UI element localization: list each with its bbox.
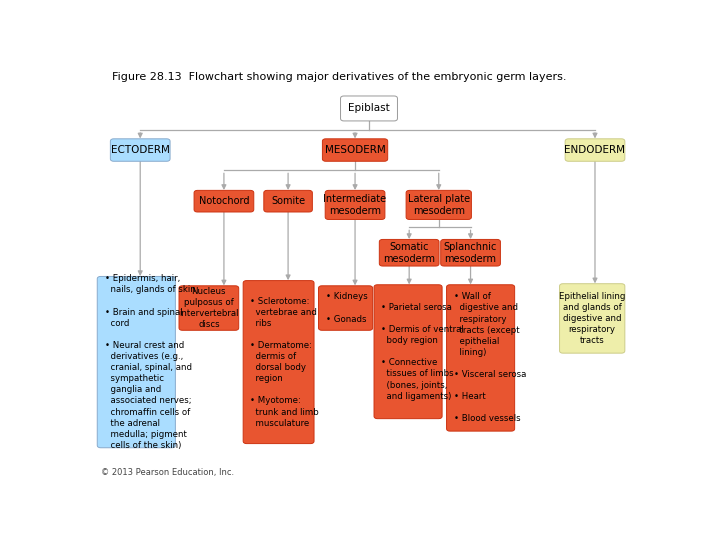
Text: Somatic
mesoderm: Somatic mesoderm bbox=[383, 241, 435, 264]
FancyBboxPatch shape bbox=[243, 281, 314, 443]
FancyBboxPatch shape bbox=[441, 239, 500, 266]
Text: • Wall of
  digestive and
  respiratory
  tracts (except
  epithelial
  lining)
: • Wall of digestive and respiratory trac… bbox=[454, 292, 526, 423]
Text: • Kidneys

• Gonads: • Kidneys • Gonads bbox=[325, 293, 367, 323]
FancyBboxPatch shape bbox=[374, 285, 442, 418]
FancyBboxPatch shape bbox=[559, 284, 625, 353]
FancyBboxPatch shape bbox=[194, 191, 253, 212]
FancyBboxPatch shape bbox=[379, 239, 439, 266]
FancyBboxPatch shape bbox=[446, 285, 515, 431]
Text: • Epidermis, hair,
  nails, glands of skin

• Brain and spinal
  cord

• Neural : • Epidermis, hair, nails, glands of skin… bbox=[104, 274, 195, 450]
Text: MESODERM: MESODERM bbox=[325, 145, 385, 155]
Text: • Parietal serosa

• Dermis of ventral
  body region

• Connective
  tissues of : • Parietal serosa • Dermis of ventral bo… bbox=[382, 303, 464, 401]
Text: Notochord: Notochord bbox=[199, 196, 249, 206]
FancyBboxPatch shape bbox=[97, 276, 176, 448]
Text: Somite: Somite bbox=[271, 196, 305, 206]
FancyBboxPatch shape bbox=[565, 139, 625, 161]
FancyBboxPatch shape bbox=[179, 286, 239, 330]
FancyBboxPatch shape bbox=[323, 139, 387, 161]
FancyBboxPatch shape bbox=[325, 191, 385, 219]
Text: • Sclerotome:
  vertebrae and
  ribs

• Dermatome:
  dermis of
  dorsal body
  r: • Sclerotome: vertebrae and ribs • Derma… bbox=[251, 296, 319, 428]
FancyBboxPatch shape bbox=[110, 139, 170, 161]
Text: Splanchnic
mesoderm: Splanchnic mesoderm bbox=[444, 241, 498, 264]
Text: © 2013 Pearson Education, Inc.: © 2013 Pearson Education, Inc. bbox=[101, 468, 234, 477]
Text: ECTODERM: ECTODERM bbox=[111, 145, 170, 155]
Text: Figure 28.13  Flowchart showing major derivatives of the embryonic germ layers.: Figure 28.13 Flowchart showing major der… bbox=[112, 72, 567, 82]
FancyBboxPatch shape bbox=[406, 191, 472, 219]
Text: Epithelial lining
and glands of
digestive and
respiratory
tracts: Epithelial lining and glands of digestiv… bbox=[559, 292, 626, 345]
FancyBboxPatch shape bbox=[341, 96, 397, 121]
Text: Lateral plate
mesoderm: Lateral plate mesoderm bbox=[408, 194, 470, 216]
Text: Intermediate
mesoderm: Intermediate mesoderm bbox=[323, 194, 387, 216]
FancyBboxPatch shape bbox=[318, 286, 373, 330]
Text: ENDODERM: ENDODERM bbox=[564, 145, 626, 155]
Text: Nucleus
pulposus of
intervertebral
discs: Nucleus pulposus of intervertebral discs bbox=[179, 287, 238, 329]
Text: Epiblast: Epiblast bbox=[348, 104, 390, 113]
FancyBboxPatch shape bbox=[264, 191, 312, 212]
